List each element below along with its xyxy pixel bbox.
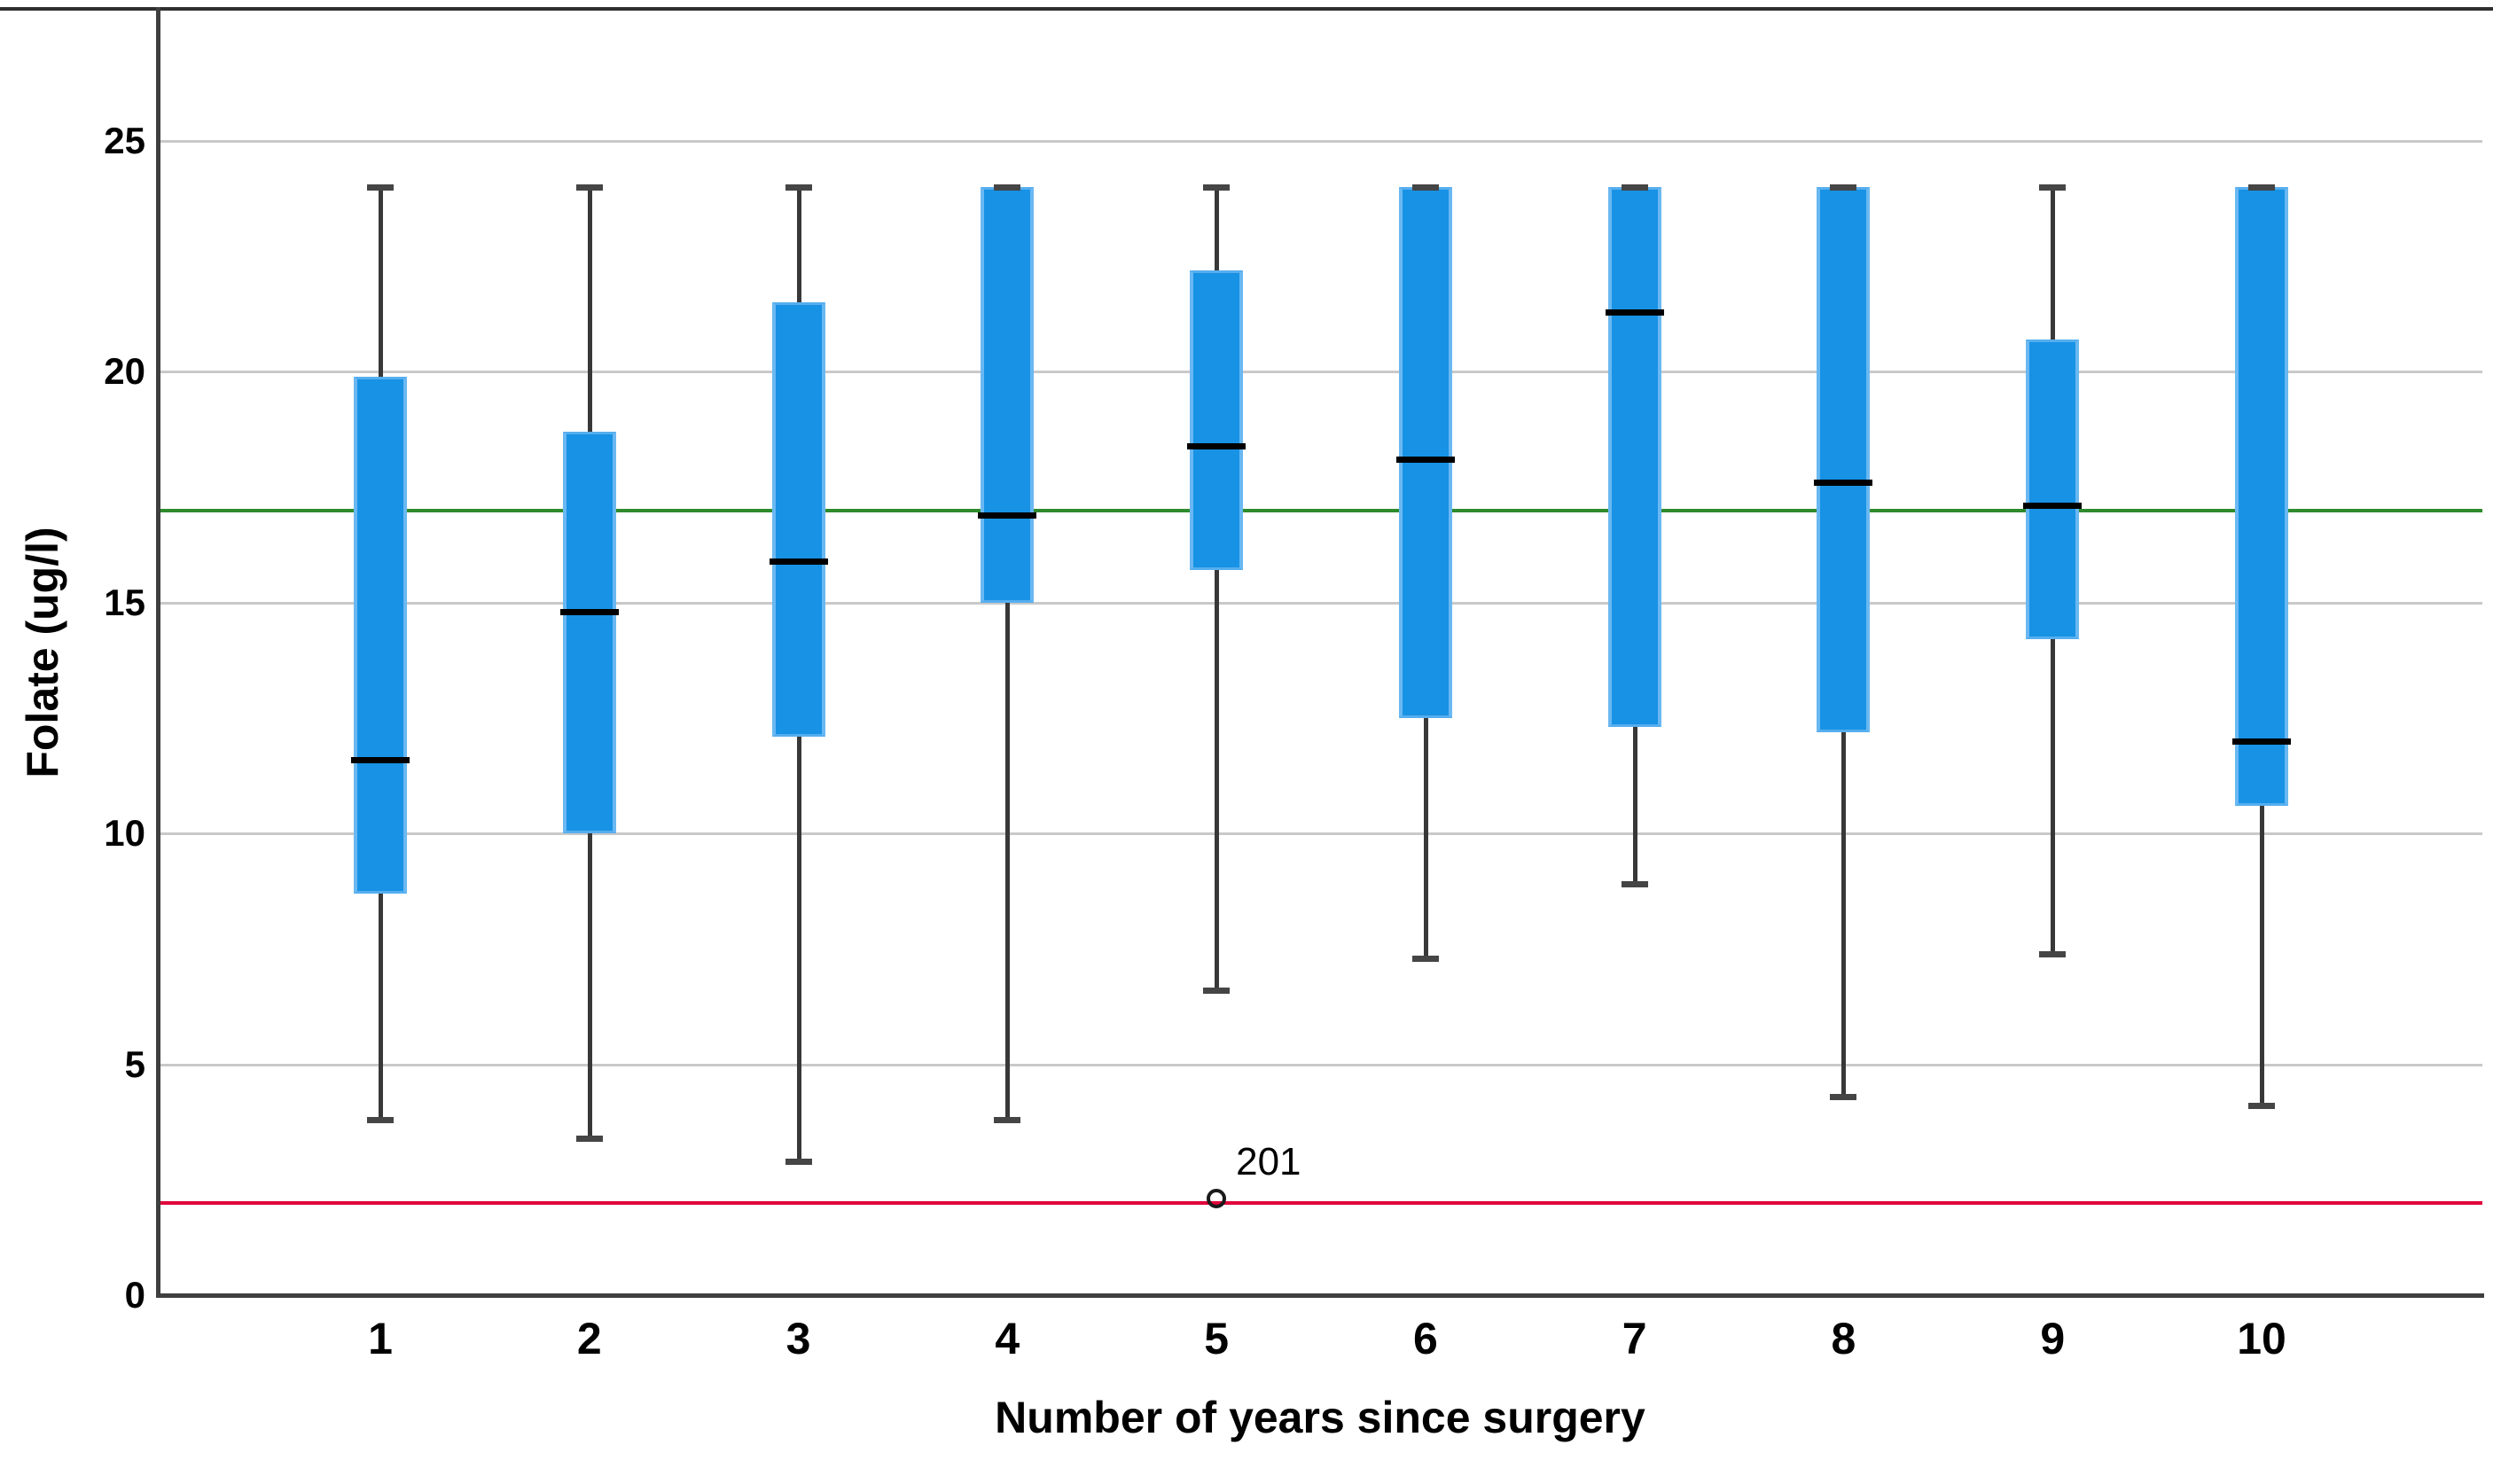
upper-whisker-line — [796, 187, 801, 303]
upper-whisker-cap — [1203, 184, 1231, 191]
box — [354, 376, 407, 894]
lower-whisker-line — [1632, 727, 1637, 885]
plot-top-frame — [0, 7, 2493, 11]
y-tick-label: 15 — [104, 581, 145, 623]
upper-whisker-cap — [1621, 184, 1648, 191]
outlier-label: 201 — [1236, 1139, 1301, 1183]
box — [562, 432, 616, 834]
y-tick-label: 25 — [104, 120, 145, 161]
lower-whisker-line — [1841, 731, 1847, 1097]
lower-whisker-cap — [2248, 1103, 2276, 1110]
median-line — [1395, 457, 1455, 464]
gridline-5 — [158, 1063, 2482, 1066]
lower-whisker-cap — [1411, 955, 1439, 962]
upper-whisker-cap — [1411, 184, 1439, 191]
median-line — [1814, 480, 1873, 487]
median-line — [978, 512, 1037, 519]
lower-whisker-cap — [575, 1135, 603, 1142]
y-axis-line — [156, 7, 160, 1298]
box — [981, 187, 1035, 603]
x-tick-label: 2 — [576, 1314, 602, 1363]
lower-reference-line — [158, 1200, 2482, 1205]
lower-whisker-line — [2051, 639, 2056, 954]
lower-whisker-cap — [785, 1158, 812, 1165]
upper-whisker-line — [587, 187, 592, 433]
median-line — [769, 558, 828, 565]
x-tick-label: 10 — [2237, 1314, 2286, 1363]
median-line — [1187, 442, 1246, 449]
lower-whisker-cap — [1830, 1094, 1857, 1101]
median-line — [1605, 309, 1664, 316]
x-tick-label: 8 — [1831, 1314, 1856, 1363]
x-tick-label: 3 — [785, 1314, 811, 1363]
x-tick-label: 6 — [1412, 1314, 1438, 1363]
x-tick-label: 9 — [2040, 1314, 2066, 1363]
x-tick-label: 1 — [368, 1314, 393, 1363]
box — [1607, 187, 1661, 728]
box — [771, 302, 825, 737]
upper-whisker-line — [379, 187, 383, 377]
gridline-20 — [158, 371, 2482, 374]
upper-whisker-cap — [785, 184, 812, 191]
x-axis-line — [156, 1293, 2484, 1298]
upper-whisker-line — [1215, 187, 1220, 270]
lower-whisker-line — [587, 833, 592, 1138]
x-tick-label: 5 — [1204, 1314, 1230, 1363]
lower-whisker-line — [1423, 718, 1428, 958]
box — [1190, 269, 1244, 571]
lower-whisker-line — [379, 893, 383, 1121]
lower-whisker-cap — [367, 1117, 394, 1124]
upper-whisker-cap — [2039, 184, 2067, 191]
upper-whisker-line — [2051, 187, 2056, 340]
lower-whisker-line — [796, 736, 801, 1161]
upper-whisker-cap — [367, 184, 394, 191]
lower-whisker-cap — [2039, 950, 2067, 957]
upper-reference-line — [158, 508, 2482, 512]
median-line — [351, 756, 410, 763]
box — [2235, 187, 2289, 806]
x-axis-title: Number of years since surgery — [995, 1393, 1645, 1442]
gridline-10 — [158, 832, 2482, 836]
upper-whisker-cap — [994, 184, 1021, 191]
lower-whisker-line — [1005, 602, 1011, 1121]
median-line — [2023, 503, 2083, 510]
y-tick-label: 20 — [104, 350, 145, 393]
upper-whisker-cap — [2248, 184, 2276, 191]
median-line — [2232, 738, 2292, 746]
box — [1817, 187, 1871, 732]
lower-whisker-cap — [1621, 881, 1648, 888]
x-tick-label: 4 — [995, 1314, 1020, 1363]
gridline-25 — [158, 140, 2482, 143]
y-axis-title: Folate (ug/l) — [18, 527, 67, 778]
upper-whisker-cap — [575, 184, 603, 191]
y-tick-label: 0 — [124, 1274, 145, 1316]
box — [2026, 339, 2080, 640]
lower-whisker-cap — [994, 1117, 1021, 1124]
upper-whisker-cap — [1830, 184, 1857, 191]
box — [1398, 187, 1452, 718]
lower-whisker-cap — [1203, 988, 1231, 995]
gridline-15 — [158, 601, 2482, 605]
y-tick-label: 5 — [124, 1043, 145, 1085]
y-tick-label: 10 — [104, 812, 145, 855]
lower-whisker-line — [2260, 805, 2265, 1106]
lower-whisker-line — [1215, 570, 1220, 991]
x-tick-label: 7 — [1622, 1314, 1647, 1363]
median-line — [559, 609, 619, 616]
outlier-point — [1207, 1188, 1227, 1208]
